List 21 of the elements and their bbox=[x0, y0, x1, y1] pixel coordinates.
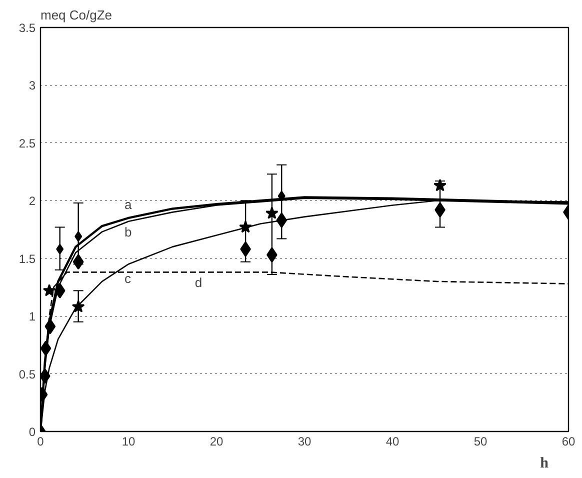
x-tick-label: 40 bbox=[386, 434, 400, 448]
y-tick-label: 0 bbox=[28, 425, 36, 439]
y-tick-label: 1 bbox=[28, 310, 36, 324]
y-tick-label: 0.5 bbox=[18, 367, 36, 382]
y-tick-label: 3 bbox=[28, 78, 36, 93]
series-label: d bbox=[194, 275, 202, 290]
series-label: c bbox=[124, 271, 132, 286]
y-axis-title: meq Co/gZe bbox=[40, 8, 112, 22]
x-tick-label: 30 bbox=[298, 434, 312, 448]
x-axis-title: h bbox=[540, 456, 550, 472]
y-tick-label: 1.5 bbox=[18, 252, 36, 266]
x-tick-label: 20 bbox=[210, 434, 224, 448]
series-label: b bbox=[124, 224, 132, 240]
x-tick-label: 50 bbox=[474, 434, 488, 448]
x-tick-label: 60 bbox=[562, 434, 576, 448]
x-tick-label: 10 bbox=[122, 434, 136, 448]
y-tick-label: 2.5 bbox=[18, 136, 36, 150]
x-tick-label: 0 bbox=[37, 434, 44, 448]
y-tick-label: 2 bbox=[28, 194, 36, 208]
series-label: a bbox=[124, 196, 132, 212]
y-tick-label: 3.5 bbox=[18, 21, 36, 35]
